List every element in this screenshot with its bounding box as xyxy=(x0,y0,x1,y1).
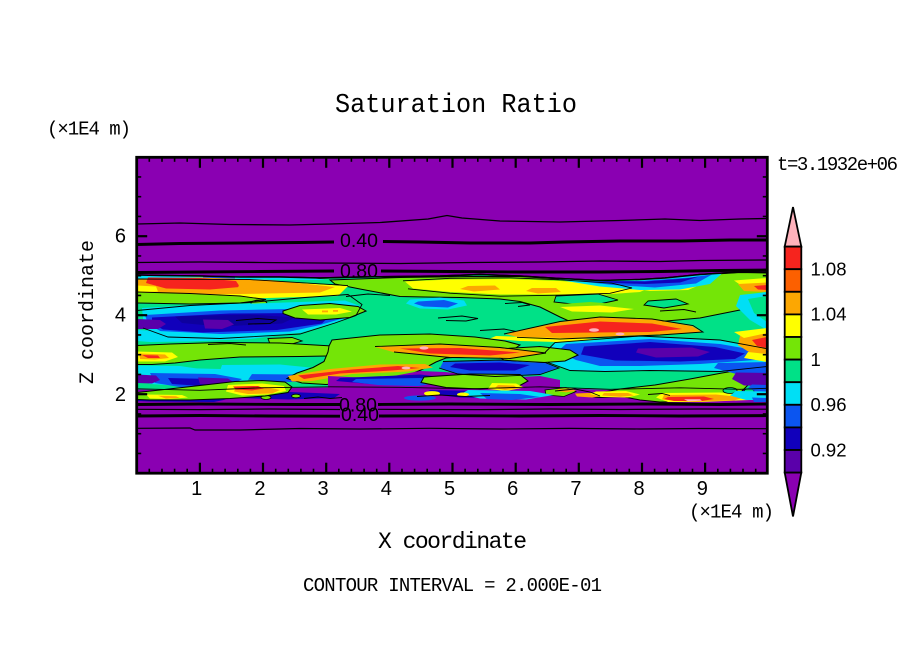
svg-text:6: 6 xyxy=(507,478,518,500)
svg-text:(×1E4 m): (×1E4 m) xyxy=(47,119,131,141)
svg-text:t=3.1932e+06: t=3.1932e+06 xyxy=(777,154,898,176)
svg-text:9: 9 xyxy=(697,478,708,500)
svg-text:1.04: 1.04 xyxy=(811,304,847,325)
svg-text:3: 3 xyxy=(318,478,329,500)
svg-text:0.92: 0.92 xyxy=(811,439,847,460)
svg-text:0.40: 0.40 xyxy=(341,404,379,426)
svg-text:4: 4 xyxy=(381,478,392,500)
svg-text:0.80: 0.80 xyxy=(339,395,377,417)
svg-text:0.80: 0.80 xyxy=(340,261,378,283)
svg-text:2: 2 xyxy=(115,384,126,406)
svg-text:7: 7 xyxy=(570,478,581,500)
svg-text:0.40: 0.40 xyxy=(340,230,378,252)
svg-text:1: 1 xyxy=(811,349,821,370)
svg-text:0.96: 0.96 xyxy=(811,394,847,415)
svg-text:(×1E4 m): (×1E4 m) xyxy=(689,502,774,524)
svg-text:1: 1 xyxy=(191,478,202,500)
svg-text:8: 8 xyxy=(634,478,645,500)
svg-text:1.08: 1.08 xyxy=(811,259,847,280)
svg-text:Saturation Ratio: Saturation Ratio xyxy=(335,91,577,121)
svg-text:X coordinate: X coordinate xyxy=(378,529,527,555)
svg-text:Z coordinate: Z coordinate xyxy=(77,240,100,384)
svg-text:CONTOUR INTERVAL = 2.000E-01: CONTOUR INTERVAL = 2.000E-01 xyxy=(303,575,602,597)
svg-text:6: 6 xyxy=(115,225,126,247)
svg-text:5: 5 xyxy=(444,478,455,500)
svg-text:4: 4 xyxy=(115,305,126,327)
svg-text:2: 2 xyxy=(254,478,265,500)
